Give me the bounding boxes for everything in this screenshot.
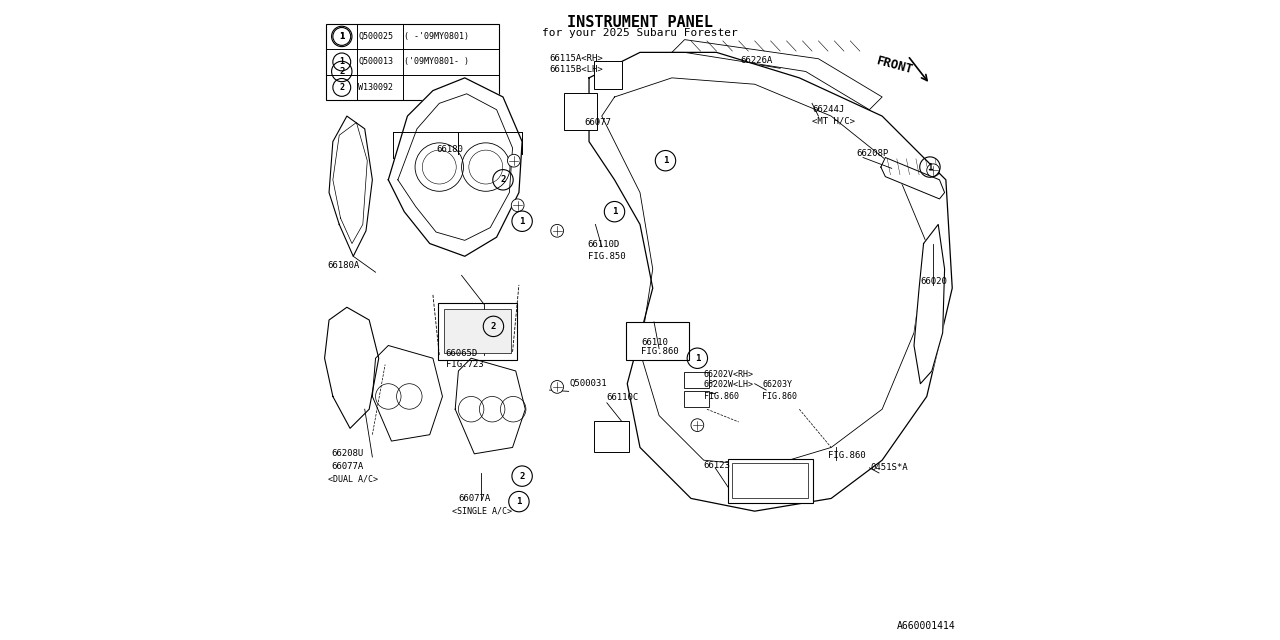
FancyBboxPatch shape xyxy=(438,303,517,360)
Text: FIG.860: FIG.860 xyxy=(641,348,678,356)
Text: ( -'09MY0801): ( -'09MY0801) xyxy=(404,32,470,41)
FancyBboxPatch shape xyxy=(594,61,622,89)
Text: 1: 1 xyxy=(339,32,344,41)
FancyBboxPatch shape xyxy=(626,322,689,360)
FancyBboxPatch shape xyxy=(732,463,808,499)
Polygon shape xyxy=(914,225,945,384)
Text: 1: 1 xyxy=(520,217,525,226)
Circle shape xyxy=(507,154,520,167)
Circle shape xyxy=(550,225,563,237)
Text: 66110C: 66110C xyxy=(607,393,639,403)
Text: 66202V<RH>: 66202V<RH> xyxy=(704,370,754,379)
Text: 66077A: 66077A xyxy=(458,494,490,503)
Text: Q500013: Q500013 xyxy=(358,58,393,67)
Text: 66208P: 66208P xyxy=(856,148,888,157)
Text: 66115B<LH>: 66115B<LH> xyxy=(549,65,603,74)
Text: <MT H/C>: <MT H/C> xyxy=(812,116,855,125)
Circle shape xyxy=(691,419,704,431)
Text: 66180: 66180 xyxy=(436,145,463,154)
Text: 1: 1 xyxy=(339,58,344,67)
Text: W130092: W130092 xyxy=(358,83,393,92)
Text: 0451S*A: 0451S*A xyxy=(870,463,909,472)
Text: 66020: 66020 xyxy=(920,277,947,286)
FancyBboxPatch shape xyxy=(326,24,498,100)
Text: FRONT: FRONT xyxy=(876,54,915,76)
FancyBboxPatch shape xyxy=(444,308,511,353)
Circle shape xyxy=(927,164,940,177)
Polygon shape xyxy=(325,307,379,428)
Text: 66077: 66077 xyxy=(585,118,612,127)
Text: Q500031: Q500031 xyxy=(570,380,608,388)
FancyBboxPatch shape xyxy=(563,93,596,130)
Text: Q500025: Q500025 xyxy=(358,32,393,41)
Text: 66110D: 66110D xyxy=(588,240,620,250)
Text: 2: 2 xyxy=(339,83,344,92)
Text: 66077A: 66077A xyxy=(332,462,364,471)
Polygon shape xyxy=(881,157,945,199)
Text: 1: 1 xyxy=(663,156,668,165)
Text: 1: 1 xyxy=(612,207,617,216)
Text: for your 2025 Subaru Forester: for your 2025 Subaru Forester xyxy=(543,28,737,38)
Text: 2: 2 xyxy=(490,322,497,331)
Text: 1: 1 xyxy=(927,163,933,172)
Text: FIG.860: FIG.860 xyxy=(763,392,797,401)
Text: 2: 2 xyxy=(520,472,525,481)
Polygon shape xyxy=(388,78,522,256)
Text: <DUAL A/C>: <DUAL A/C> xyxy=(328,475,378,484)
Polygon shape xyxy=(589,52,952,511)
FancyBboxPatch shape xyxy=(728,459,813,503)
Polygon shape xyxy=(329,116,372,256)
Text: 2: 2 xyxy=(339,67,344,76)
Text: FIG.850: FIG.850 xyxy=(588,252,626,260)
Text: FIG.723: FIG.723 xyxy=(445,360,484,369)
Polygon shape xyxy=(372,346,443,441)
Text: 1: 1 xyxy=(339,32,344,41)
Text: 66226A: 66226A xyxy=(741,56,773,65)
Text: ('09MY0801- ): ('09MY0801- ) xyxy=(404,58,470,67)
Text: 66065D: 66065D xyxy=(445,349,477,358)
Text: <SINGLE A/C>: <SINGLE A/C> xyxy=(452,507,512,516)
Text: 66203Y: 66203Y xyxy=(763,381,792,390)
Text: 66123: 66123 xyxy=(704,461,731,470)
Text: 66244J: 66244J xyxy=(812,105,845,114)
Circle shape xyxy=(511,199,524,212)
Text: 2: 2 xyxy=(500,175,506,184)
Circle shape xyxy=(550,381,563,394)
Text: <EXC.RADIO>: <EXC.RADIO> xyxy=(748,477,794,484)
Text: INSTRUMENT PANEL: INSTRUMENT PANEL xyxy=(567,15,713,31)
FancyBboxPatch shape xyxy=(594,420,628,452)
Text: 66110: 66110 xyxy=(641,338,668,347)
Text: 66115A<RH>: 66115A<RH> xyxy=(549,54,603,63)
Text: A660001414: A660001414 xyxy=(897,621,955,631)
Text: 66202W<LH>: 66202W<LH> xyxy=(704,381,754,390)
Text: 66180A: 66180A xyxy=(328,261,360,270)
Text: 66208U: 66208U xyxy=(332,449,364,458)
FancyBboxPatch shape xyxy=(684,392,709,406)
Text: FIG.860: FIG.860 xyxy=(704,392,739,401)
Polygon shape xyxy=(456,358,525,454)
FancyBboxPatch shape xyxy=(684,372,709,388)
Text: 1: 1 xyxy=(695,354,700,363)
Text: 1: 1 xyxy=(516,497,522,506)
Text: FIG.860: FIG.860 xyxy=(828,451,865,460)
